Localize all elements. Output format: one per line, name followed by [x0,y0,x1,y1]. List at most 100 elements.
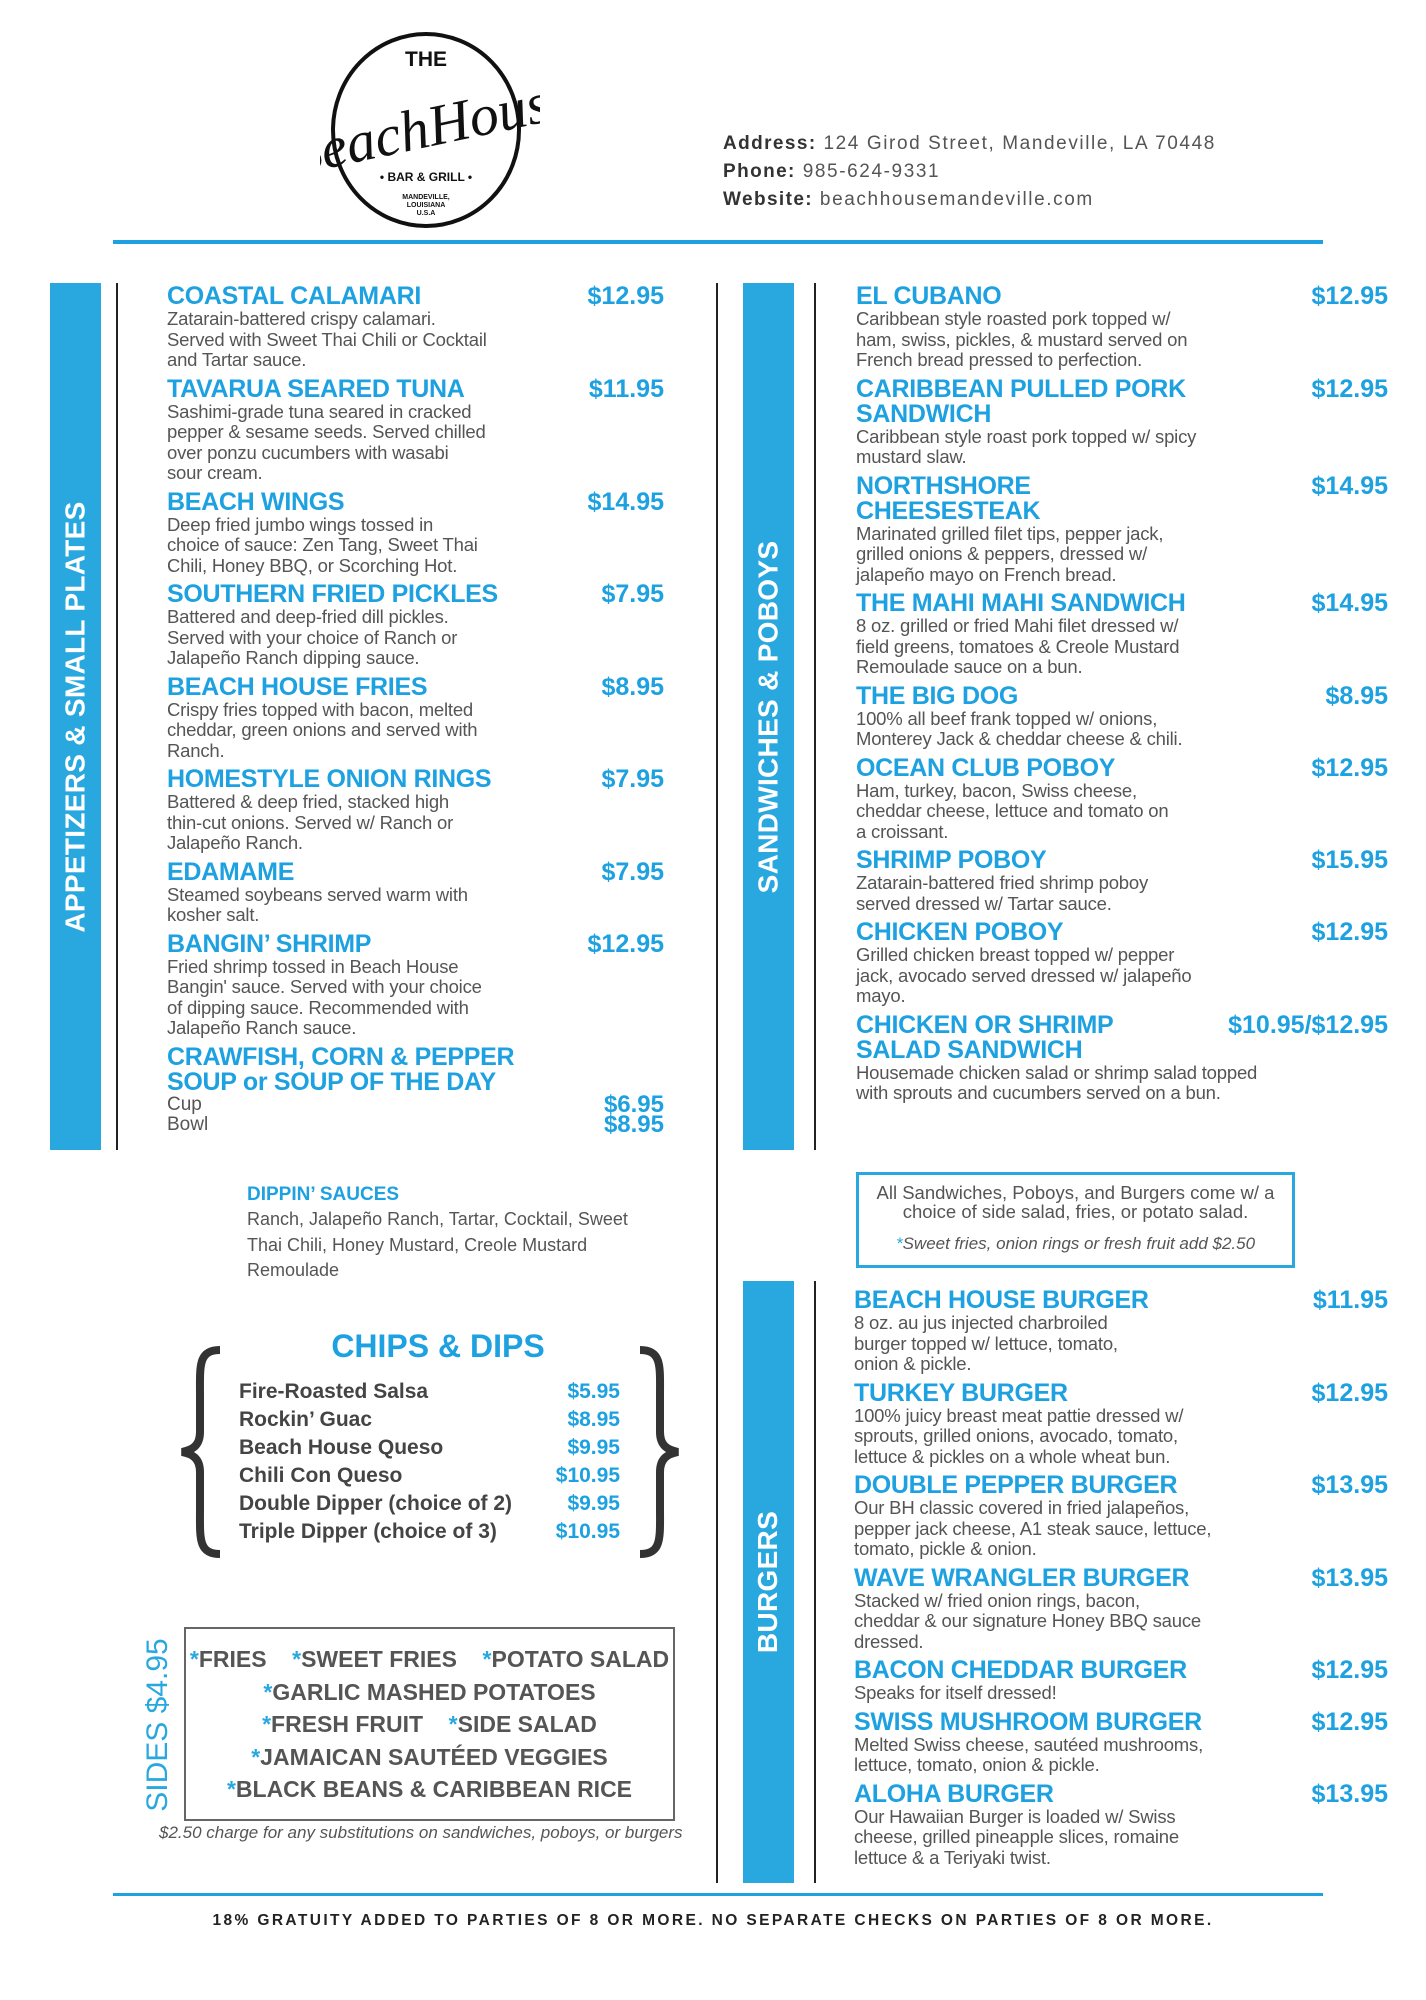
item-name: HOMESTYLE ONION RINGS [167,765,492,793]
description-line: pepper & sesame seeds. Served chilled [167,421,486,442]
asterisk-icon: * [292,1646,302,1672]
item-description: 100% juicy breast meat pattie dressed w/… [854,1405,1388,1468]
chips-item: Double Dipper (choice of 2) $9.95 [239,1490,620,1518]
sides-line: *FRIES *SWEET FRIES *POTATO SALAD [186,1643,673,1676]
side-item: SIDE SALAD [457,1711,597,1737]
menu-item: EDAMAME $7.95 Steamed soybeans served warm… [167,859,664,926]
chips-item: Fire-Roasted Salsa $5.95 [239,1378,620,1406]
item-description: Housemade chicken salad or shrimp salad … [856,1062,1388,1104]
side-choice-note: All Sandwiches, Poboys, and Burgers come… [856,1172,1295,1268]
item-name-line: BEACH WINGS [167,487,345,516]
description-line: Melted Swiss cheese, sautéed mushrooms, [854,1733,1204,1755]
item-name-line: SWISS MUSHROOM BURGER [854,1707,1202,1736]
asterisk-icon: * [226,1776,236,1802]
item-name: BEACH HOUSE BURGER [854,1288,1149,1313]
asterisk-icon: * [448,1711,458,1737]
menu-item: THE BIG DOG $8.95 100% all beef frank topp… [856,681,1388,750]
item-name-line: CHEESESTEAK [856,496,1041,525]
chips-item-price: $9.95 [567,1492,620,1515]
sides-line: *JAMAICAN SAUTÉED VEGGIES [186,1741,673,1774]
menu-item: THE MAHI MAHI SANDWICH $14.95 8 oz. grille… [856,591,1388,678]
item-price: $13.95 [1311,1779,1388,1808]
description-line: over ponzu cucumbers with wasabi [167,441,449,463]
item-title-row: EDAMAME $7.95 [167,859,664,885]
side-item: JAMAICAN SAUTÉED VEGGIES [260,1743,608,1770]
item-description: Melted Swiss cheese, sautéed mushrooms, l… [854,1733,1388,1776]
item-price: $12.95 [587,282,664,310]
appetizers-section-bar: APPETIZERS & SMALL PLATES [50,283,101,1150]
item-name: CHICKEN OR SHRIMP SALAD SANDWICH [856,1012,1114,1063]
asterisk-icon: * [189,1646,199,1672]
item-name: EL CUBANO [856,284,1002,309]
item-name: CRAWFISH, CORN & PEPPER SOUP or SOUP OF T… [167,1044,515,1095]
item-description: 8 oz. grilled or fried Mahi filet dresse… [856,615,1388,678]
menu-item: BEACH HOUSE BURGER $11.95 8 oz. au jus inj… [854,1288,1388,1375]
description-line: sprouts, grilled onions, avocado, tomato… [854,1425,1178,1446]
description-line: Our BH classic covered in fried jalapeño… [854,1497,1190,1518]
item-name: EDAMAME [167,859,294,885]
item-price: $12.95 [1311,1707,1388,1736]
burgers-section-bar: BURGERS [743,1281,794,1883]
item-price: $12.95 [1311,1378,1388,1407]
description-line: Battered & deep fried, stacked high [167,791,449,812]
item-title-row: CRAWFISH, CORN & PEPPER SOUP or SOUP OF T… [167,1044,664,1095]
item-name-line: ALOHA BURGER [854,1779,1054,1808]
description-line: tomato, pickle & onion. [854,1538,1037,1559]
description-line: Served with Sweet Thai Chili or Cocktail [167,328,487,350]
item-title-row: THE MAHI MAHI SANDWICH $14.95 [856,591,1388,616]
description-line: and Tartar sauce. [167,349,307,370]
substitution-note: $2.50 charge for any substitutions on sa… [159,1823,683,1842]
header-divider [113,240,1323,244]
menu-item: DOUBLE PEPPER BURGER $13.95 Our BH classic… [854,1473,1388,1560]
chips-item-name: Fire-Roasted Salsa [239,1380,429,1403]
item-description: Battered & deep fried, stacked high thin-… [167,791,664,854]
chips-item: Rockin’ Guac $8.95 [239,1406,620,1434]
dippin-sauces: DIPPIN’ SAUCES Ranch, Jalapeño Ranch, Ta… [247,1183,628,1284]
item-name: SHRIMP POBOY [856,848,1047,873]
menu-item: TAVARUA SEARED TUNA $11.95 Sashimi-grade t… [167,374,664,484]
item-description: Fried shrimp tossed in Beach House Bangin… [167,956,664,1039]
item-title-row: CARIBBEAN PULLED PORK SANDWICH $12.95 [856,376,1388,427]
item-name: BACON CHEDDAR BURGER [854,1658,1187,1683]
description-line: onion & pickle. [854,1353,972,1374]
description-line: 100% all beef frank topped w/ onions, [856,707,1158,729]
asterisk-icon: * [262,1711,272,1737]
item-title-row: CHICKEN POBOY $12.95 [856,920,1388,945]
description-line: Ham, turkey, bacon, Swiss cheese, [856,779,1137,801]
description-line: Crispy fries topped with bacon, melted [167,698,474,720]
item-name-line: THE BIG DOG [856,681,1018,710]
description-line: lettuce & pickles on a whole wheat bun. [854,1445,1171,1467]
size-option: Cup $6.95 [167,1092,664,1116]
item-name-line: TAVARUA SEARED TUNA [167,374,465,403]
chips-dips-list: Fire-Roasted Salsa $5.95 Rockin’ Guac $8.95… [239,1378,620,1546]
description-line: Jalapeño Ranch sauce. [167,1017,357,1038]
item-description: Grilled chicken breast topped w/ pepper j… [856,944,1388,1007]
menu-item: WAVE WRANGLER BURGER $13.95 Stacked w/ fri… [854,1565,1388,1653]
item-name: DOUBLE PEPPER BURGER [854,1471,1178,1499]
menu-item: BEACH WINGS $14.95 Deep fried jumbo wings … [167,487,664,577]
description-line: 8 oz. grilled or fried Mahi filet dresse… [856,615,1179,636]
item-price: $14.95 [1311,589,1388,617]
menu-item: CARIBBEAN PULLED PORK SANDWICH $12.95 Carib… [856,376,1388,468]
item-description: Caribbean style roasted pork topped w/ha… [856,308,1388,371]
item-price: $13.95 [1311,1471,1388,1499]
item-title-row: ALOHA BURGER $13.95 [854,1779,1388,1808]
item-price: $12.95 [1311,918,1388,946]
menu-item: BEACH HOUSE FRIES $8.95 Crispy fries toppe… [167,674,664,762]
item-name-line: DOUBLE PEPPER BURGER [854,1471,1178,1499]
item-title-row: CHICKEN OR SHRIMP SALAD SANDWICH $10.95/$1… [856,1012,1388,1063]
chips-item-name: Chili Con Queso [239,1464,403,1487]
item-description: Steamed soybeans served warm with kosher … [167,884,664,926]
item-name-line: HOMESTYLE ONION RINGS [167,765,492,793]
item-title-row: TURKEY BURGER $12.95 [854,1378,1388,1407]
item-price: $11.95 [1312,1286,1388,1314]
item-price: $12.95 [1311,753,1388,782]
side-item: FRIES [198,1646,267,1672]
left-brace-icon [181,1346,221,1558]
website[interactable]: Website: beachhousemandeville.com [723,189,1094,210]
burgers-list: BEACH HOUSE BURGER $11.95 8 oz. au jus inj… [854,1288,1388,1874]
description-line: Deep fried jumbo wings tossed in [167,513,434,535]
chips-item: Triple Dipper (choice of 3) $10.95 [239,1518,620,1546]
menu-item: CRAWFISH, CORN & PEPPER SOUP or SOUP OF T… [167,1044,664,1136]
menu-item: BACON CHEDDAR BURGER $12.95 Speaks for its… [854,1658,1388,1704]
